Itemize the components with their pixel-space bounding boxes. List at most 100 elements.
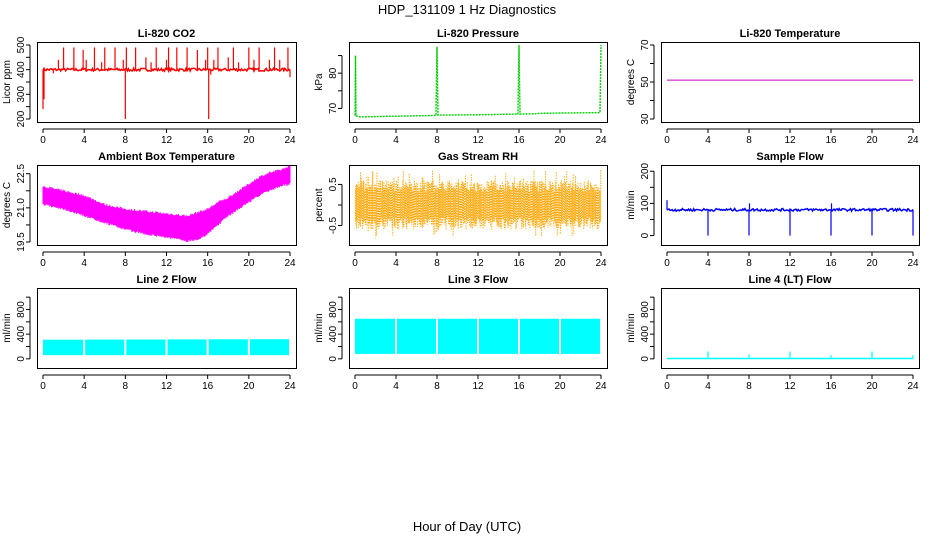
x-tick-label: 24 [284, 381, 296, 392]
y-tick-label: 400 [16, 325, 27, 342]
x-tick-label: 24 [595, 258, 607, 269]
x-tick-label: 20 [866, 135, 878, 146]
series [43, 339, 289, 356]
series-line [354, 44, 602, 118]
figure-title: HDP_131109 1 Hz Diagnostics [378, 2, 557, 17]
x-tick-label: 4 [393, 135, 399, 146]
y-axis-label: ml/min [2, 313, 13, 342]
series [42, 164, 291, 242]
y-axis-label: degrees C [626, 59, 637, 105]
x-tick-label: 8 [123, 381, 129, 392]
y-tick-label: 500 [16, 36, 27, 53]
y-tick-label: 800 [328, 301, 339, 318]
x-tick-label: 12 [784, 381, 796, 392]
y-tick-label: 19.5 [16, 232, 27, 252]
x-tick-label: 20 [243, 381, 255, 392]
series [354, 44, 602, 118]
y-tick-label: 800 [16, 301, 27, 318]
x-tick-label: 4 [705, 135, 711, 146]
x-tick-label: 8 [434, 258, 440, 269]
y-tick-label: -0.5 [328, 217, 339, 235]
x-tick-label: 16 [513, 258, 525, 269]
panel-title: Li-820 CO2 [138, 28, 195, 40]
x-tick-label: 12 [784, 135, 796, 146]
y-tick-label: 22.5 [16, 164, 27, 184]
x-tick-label: 16 [202, 135, 214, 146]
x-tick-label: 0 [664, 381, 670, 392]
x-tick-label: 4 [81, 135, 87, 146]
axis-frame [349, 288, 608, 369]
x-tick-label: 16 [202, 381, 214, 392]
y-tick-label: 400 [640, 325, 651, 342]
x-tick-label: 0 [664, 135, 670, 146]
x-tick-label: 16 [825, 381, 837, 392]
axis-frame [37, 165, 297, 246]
x-axis: 0 4 8 12 16 20 24 [40, 251, 296, 269]
panel-title: Li-820 Pressure [437, 28, 519, 40]
x-tick-label: 24 [907, 381, 919, 392]
y-axis-label: kPa [314, 73, 325, 91]
series [667, 351, 914, 360]
data-block [561, 318, 600, 354]
y-tick-label: 21.0 [16, 198, 27, 218]
x-tick-label: 12 [472, 381, 484, 392]
panel-title: Line 4 (LT) Flow [749, 274, 832, 286]
data-block [126, 339, 166, 356]
data-block [249, 339, 289, 356]
x-tick-label: 20 [866, 258, 878, 269]
x-tick-label: 24 [284, 135, 296, 146]
x-tick-label: 4 [393, 258, 399, 269]
axis-frame [661, 165, 920, 246]
axis-frame [349, 42, 608, 123]
x-tick-label: 0 [352, 381, 358, 392]
x-tick-label: 20 [243, 258, 255, 269]
x-axis: 0 4 8 12 16 20 24 [664, 128, 919, 146]
data-block [520, 318, 559, 354]
panel-title: Sample Flow [756, 151, 824, 163]
x-tick-label: 20 [554, 258, 566, 269]
x-tick-label: 0 [352, 135, 358, 146]
x-tick-label: 8 [434, 135, 440, 146]
panel-title: Gas Stream RH [438, 151, 518, 163]
x-tick-label: 0 [40, 258, 46, 269]
data-block [397, 318, 436, 354]
y-tick-label: 400 [16, 61, 27, 78]
axis-frame [661, 288, 920, 369]
data-block [85, 339, 125, 356]
y-tick-label: 70 [640, 39, 651, 51]
y-axis-label: percent [314, 188, 325, 222]
y-axis-label: degrees C [2, 182, 13, 228]
x-tick-label: 8 [746, 258, 752, 269]
panel-title: Line 2 Flow [137, 274, 197, 286]
y-tick-label: 100 [640, 195, 651, 212]
x-tick-label: 20 [554, 381, 566, 392]
y-tick-label: 300 [16, 86, 27, 103]
axis-frame [349, 165, 608, 246]
x-tick-label: 0 [664, 258, 670, 269]
panel-title: Ambient Box Temperature [98, 151, 235, 163]
y-axis-label: ml/min [626, 313, 637, 342]
x-axis: 0 4 8 12 16 20 24 [664, 251, 919, 269]
x-axis: 0 4 8 12 16 20 24 [352, 128, 607, 146]
data-block [479, 318, 518, 354]
data-block [208, 339, 248, 356]
series [354, 170, 602, 238]
axis-frame [37, 288, 297, 369]
x-tick-label: 12 [472, 135, 484, 146]
y-tick-label: 30 [640, 113, 651, 125]
y-tick-label: 800 [640, 301, 651, 318]
y-tick-label: 80 [328, 67, 339, 79]
y-tick-label: 0 [328, 356, 339, 362]
x-tick-label: 4 [81, 381, 87, 392]
x-axis: 0 4 8 12 16 20 24 [352, 374, 607, 392]
